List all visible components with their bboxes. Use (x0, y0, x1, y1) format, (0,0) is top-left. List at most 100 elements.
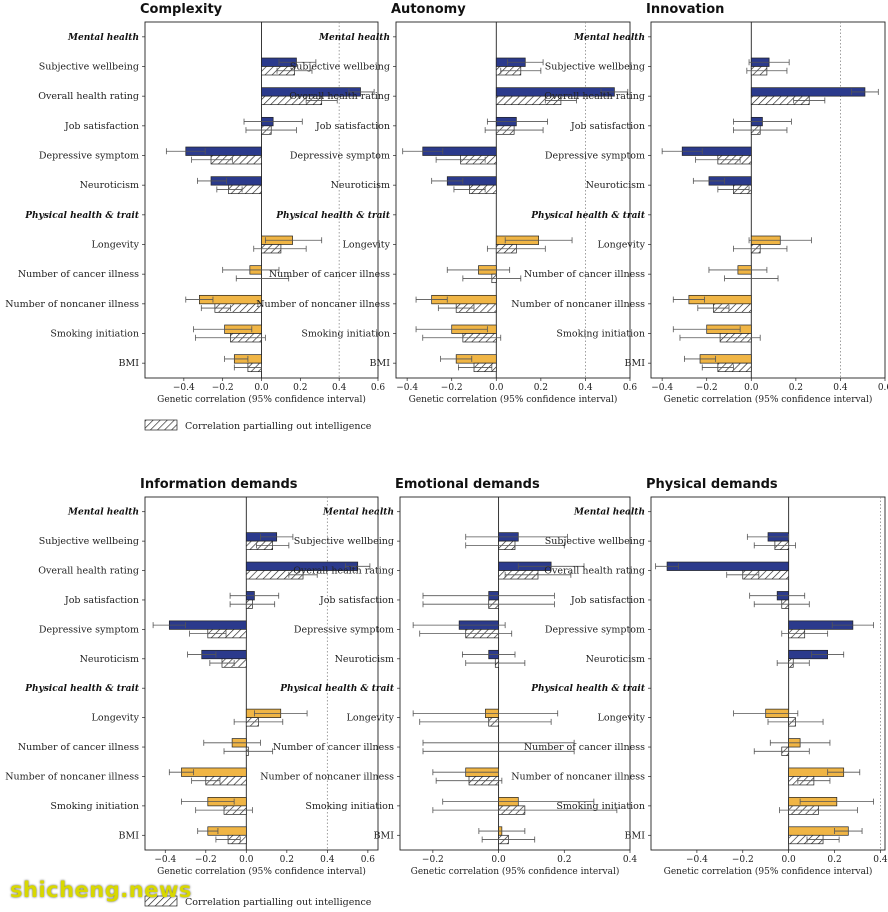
category-label: Subjective wellbeing (545, 536, 645, 547)
panel-title: Information demands (140, 477, 298, 492)
category-label: Longevity (598, 240, 646, 251)
section-label-physical: Physical health & trait (275, 211, 391, 221)
category-label: Neuroticism (80, 654, 139, 665)
panel-innovation: Innovation Mental health Physical health &… (511, 2, 888, 405)
category-label: Overall health rating (544, 91, 645, 102)
category-label: BMI (374, 830, 395, 841)
x-tick-label: 0.4 (833, 383, 848, 393)
section-label-mental: Mental health (573, 508, 645, 518)
category-label: Neuroticism (80, 180, 139, 191)
legend: Correlation partialling out intelligence (144, 419, 372, 432)
category-label: Number of noncaner illness (256, 299, 390, 310)
x-tick-label: 0.2 (557, 855, 571, 865)
category-label: Number of cancer illness (524, 742, 645, 753)
section-label-mental: Mental health (67, 508, 139, 518)
x-tick-label: −0.2 (422, 855, 444, 865)
category-label: Number of noncaner illness (511, 299, 645, 310)
x-tick-label: −0.4 (154, 855, 176, 865)
panel-title: Innovation (646, 2, 724, 17)
category-label: Job satisfaction (570, 595, 645, 606)
category-label: Overall health rating (293, 566, 394, 577)
x-tick-label: −0.2 (732, 855, 754, 865)
category-label: Job satisfaction (570, 121, 645, 132)
x-tick-label: 0.6 (623, 383, 638, 393)
plot-frame (650, 21, 886, 379)
category-label: Neuroticism (331, 180, 390, 191)
x-axis-label: Genetic correlation (95% confidence inte… (411, 866, 620, 877)
x-axis-label: Genetic correlation (95% confidence inte… (664, 866, 873, 877)
category-label: Smoking initiation (556, 801, 645, 812)
category-label: Depressive symptom (39, 151, 139, 162)
plot-frame (395, 21, 631, 379)
category-label: Number of cancer illness (269, 269, 390, 280)
category-label: Smoking initiation (50, 801, 139, 812)
category-label: Subjective wellbeing (39, 536, 139, 547)
section-label-physical: Physical health & trait (279, 684, 395, 694)
x-tick-label: −0.4 (173, 383, 195, 393)
x-axis-label: Genetic correlation (95% confidence inte… (664, 394, 873, 405)
panel-autonomy: Autonomy Mental health Physical health & t… (256, 2, 637, 405)
x-tick-label: −0.2 (195, 855, 217, 865)
category-label: Number of noncaner illness (5, 771, 139, 782)
category-label: BMI (625, 358, 646, 369)
legend: Correlation partialling out intelligence (144, 895, 372, 908)
category-label: Overall health rating (544, 566, 645, 577)
x-tick-label: 0.6 (371, 383, 386, 393)
x-tick-label: −0.4 (686, 855, 708, 865)
category-label: Number of cancer illness (18, 269, 139, 280)
section-label-physical: Physical health & trait (530, 684, 646, 694)
x-tick-label: 0.2 (789, 383, 803, 393)
category-label: Smoking initiation (50, 329, 139, 340)
category-label: Overall health rating (38, 91, 139, 102)
category-label: Job satisfaction (319, 595, 394, 606)
x-tick-label: −0.4 (396, 383, 418, 393)
bar-genetic (750, 87, 866, 97)
category-label: Job satisfaction (64, 595, 139, 606)
category-label: Longevity (343, 240, 391, 251)
x-tick-label: 0.0 (744, 383, 759, 393)
x-tick-label: 0.6 (361, 855, 376, 865)
x-tick-label: −0.2 (696, 383, 718, 393)
category-label: Number of noncaner illness (5, 299, 139, 310)
panel-title: Autonomy (391, 2, 466, 17)
x-tick-label: 0.6 (878, 383, 888, 393)
watermark: shicheng.news (10, 878, 192, 902)
x-tick-label: 0.0 (239, 855, 254, 865)
plot-frame (650, 496, 886, 851)
x-tick-label: −0.2 (212, 383, 234, 393)
category-label: Smoking initiation (301, 329, 390, 340)
category-label: Job satisfaction (315, 121, 390, 132)
category-label: Number of cancer illness (18, 742, 139, 753)
category-label: Subjective wellbeing (39, 62, 139, 73)
section-label-mental: Mental health (67, 33, 139, 43)
x-tick-label: 0.4 (320, 855, 335, 865)
category-label: Neuroticism (335, 654, 394, 665)
x-axis-label: Genetic correlation (95% confidence inte… (409, 394, 618, 405)
category-label: Number of cancer illness (524, 269, 645, 280)
x-tick-label: 0.0 (781, 855, 796, 865)
panel-title: Physical demands (646, 477, 778, 492)
x-tick-label: 0.0 (491, 855, 506, 865)
section-label-physical: Physical health & trait (24, 684, 140, 694)
x-tick-label: −0.4 (651, 383, 673, 393)
x-tick-label: 0.4 (578, 383, 593, 393)
panel-emotional-demands: Emotional demands Mental health Physical h… (260, 477, 637, 877)
category-label: Longevity (347, 713, 395, 724)
category-label: Subjective wellbeing (545, 62, 645, 73)
panel-complexity: Complexity Mental health Physical health &… (5, 2, 385, 405)
x-tick-label: 0.2 (293, 383, 307, 393)
x-tick-label: 0.2 (534, 383, 548, 393)
x-tick-label: 0.4 (332, 383, 347, 393)
category-label: Job satisfaction (64, 121, 139, 132)
category-label: Longevity (598, 713, 646, 724)
category-label: BMI (119, 830, 140, 841)
category-label: Overall health rating (38, 566, 139, 577)
category-label: Depressive symptom (294, 624, 394, 635)
x-tick-label: 0.4 (623, 855, 638, 865)
section-label-physical: Physical health & trait (24, 211, 140, 221)
panel-physical-demands: Physical demands Mental health Physical he… (511, 477, 888, 877)
x-tick-label: 0.0 (489, 383, 504, 393)
legend-swatch (144, 895, 178, 907)
x-tick-label: 0.4 (873, 855, 888, 865)
